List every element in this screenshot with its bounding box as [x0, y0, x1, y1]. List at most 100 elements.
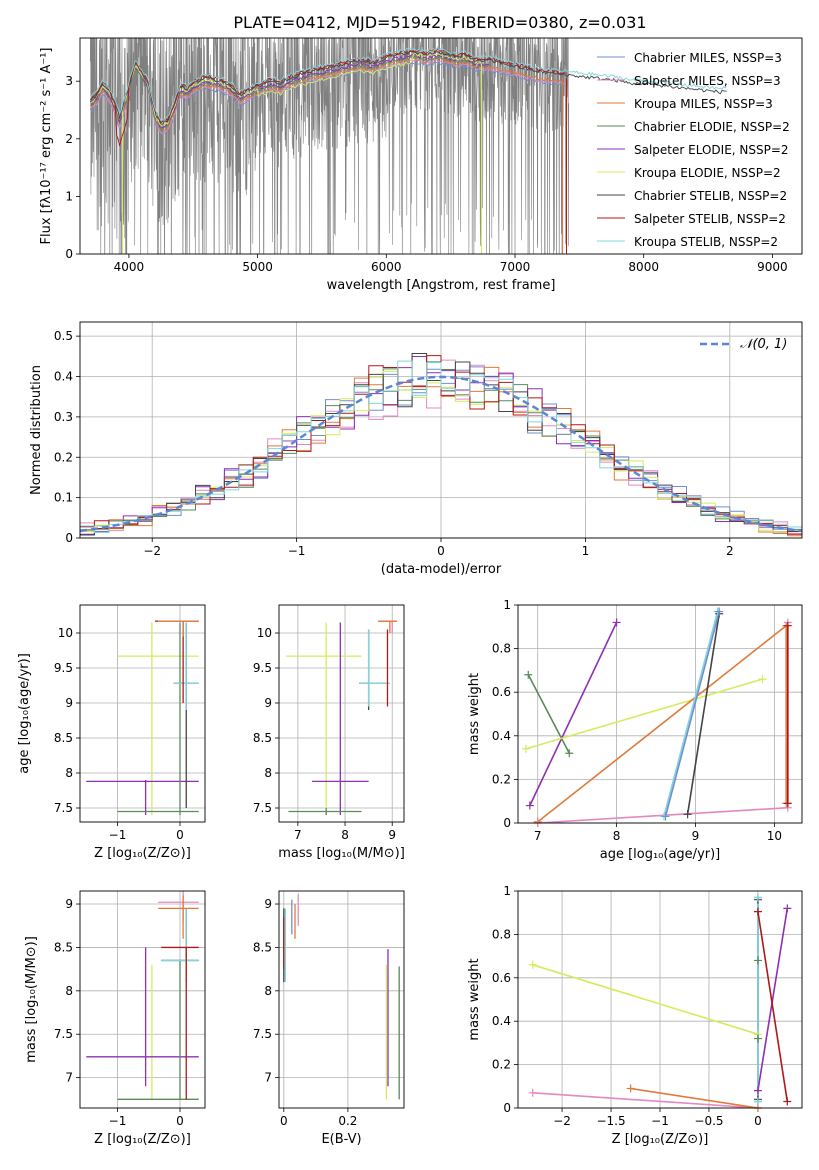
y-tick-label: 9.5 [54, 661, 73, 675]
weight-line-chabrier-elodie [527, 674, 571, 754]
x-tick-label: 0 [280, 1114, 288, 1128]
x-tick-label: 6000 [371, 260, 402, 274]
weight-line-salpeter-elodie [757, 908, 789, 1091]
panel-weight-vs-age: 7 8 9 10 0 0.2 0.4 0.6 0.8 1 age [log₁₀(age/yr)] ma… [467, 598, 803, 862]
weight-marker [626, 1084, 635, 1093]
x-axis-label: Z [log₁₀(Z/Z⊙)] [612, 1132, 709, 1147]
y-tick-label: 0.4 [492, 729, 511, 743]
y-tick-label: 0.6 [492, 685, 511, 699]
weight-marker [753, 893, 762, 902]
x-tick-label: 0 [437, 544, 445, 558]
panel-weight-vs-Z: −2 −1.5 −1 −0.5 0 0 0.2 0.4 0.6 0.8 1 Z [log₁₀(Z/Z⊙… [467, 884, 803, 1147]
y-tick-label: 8.5 [54, 940, 73, 954]
weight-marker [753, 1034, 762, 1043]
x-tick-label: 2 [726, 544, 734, 558]
weight-marker [612, 618, 621, 627]
y-tick-label: 1 [503, 884, 511, 898]
model-line-kroupa-elodie [90, 52, 482, 127]
legend-label: Chabrier ELODIE, NSSP=2 [634, 120, 790, 134]
normal-curve [80, 375, 802, 533]
legend-label: 𝒩(0, 1) [740, 337, 787, 352]
data-spectrum-line [90, 38, 570, 254]
weight-line-kroupa-miles [537, 624, 787, 823]
y-tick-label: 10 [58, 626, 73, 640]
weight-marker [661, 812, 670, 821]
y-tick-label: 8.5 [253, 940, 272, 954]
y-tick-label: 0.2 [492, 772, 511, 786]
weight-line-chabrier-stelib [686, 613, 720, 815]
axes-frame [517, 604, 803, 824]
legend-label: Salpeter ELODIE, NSSP=2 [634, 143, 789, 157]
weight-marker [524, 670, 533, 679]
plot-area [532, 897, 789, 1108]
y-tick-label: 0 [503, 1101, 511, 1115]
legend: 𝒩(0, 1) [700, 337, 787, 352]
x-tick-label: 0 [176, 1114, 184, 1128]
axes-frame [278, 604, 405, 823]
y-axis-label: Normed distribution [29, 365, 44, 495]
y-tick-label: 0.8 [492, 927, 511, 941]
x-tick-label: −1 [288, 544, 306, 558]
x-tick-label: 7 [534, 829, 542, 843]
weight-marker [528, 960, 537, 969]
x-tick-label: 5000 [242, 260, 273, 274]
axes-frame [79, 37, 803, 255]
weight-line-kroupa-miles [630, 1087, 759, 1108]
y-tick-label: 9 [264, 897, 272, 911]
panel-mass-vs-Z: −1 0 7 7.5 8 8.5 9 Z [log₁₀(Z/Z⊙)] mass [log₁₀(M… [24, 890, 206, 1147]
weight-marker [753, 1086, 762, 1095]
x-tick-label: 8 [613, 829, 621, 843]
legend-label: Kroupa MILES, NSSP=3 [634, 97, 773, 111]
weight-marker [753, 1097, 762, 1106]
axes-frame [79, 321, 803, 539]
weight-marker [783, 621, 792, 630]
panel-mass-vs-EBV: 0 0.2 7 7.5 8 8.5 9 E(B-V) [253, 890, 405, 1147]
x-tick-label: 10 [767, 829, 782, 843]
x-tick-label: 9000 [757, 260, 788, 274]
x-tick-label: −1.5 [596, 1114, 625, 1128]
weight-marker [753, 956, 762, 965]
legend: Chabrier MILES, NSSP=3 Salpeter MILES, NS… [597, 51, 790, 249]
axes-frame [278, 890, 405, 1109]
hist-step-kroupa-stelib [80, 360, 802, 533]
x-tick-label: 8 [341, 828, 349, 842]
x-tick-label: 0 [176, 828, 184, 842]
x-axis-label: Z [log₁₀(Z/Z⊙)] [94, 1132, 191, 1147]
weight-marker [565, 749, 574, 758]
y-tick-label: 1 [503, 598, 511, 612]
axes-frame [79, 890, 206, 1109]
legend-label: Chabrier STELIB, NSSP=2 [634, 189, 787, 203]
x-tick-label: 0.2 [338, 1114, 357, 1128]
y-tick-label: 2 [65, 132, 73, 146]
x-axis-label: wavelength [Angstrom, rest frame] [327, 278, 556, 293]
y-tick-label: 10 [257, 626, 272, 640]
x-tick-label: 9 [692, 829, 700, 843]
y-tick-label: 8 [264, 766, 272, 780]
x-tick-label: 1 [582, 544, 590, 558]
weight-marker [521, 744, 530, 753]
weight-marker [783, 904, 792, 913]
plot-area [86, 891, 199, 1100]
weight-line-kroupa-elodie [532, 964, 759, 1035]
weight-marker [715, 607, 724, 616]
model-line-chabrier-elodie [90, 55, 490, 130]
weight-marker [683, 810, 692, 819]
y-tick-label: 0.4 [54, 370, 73, 384]
x-tick-label: 9 [388, 828, 396, 842]
y-tick-label: 8 [264, 984, 272, 998]
y-tick-label: 7 [264, 1071, 272, 1085]
x-tick-label: −2 [143, 544, 161, 558]
y-tick-label: 0.1 [54, 491, 73, 505]
x-axis-label: E(B-V) [321, 1132, 361, 1147]
y-tick-label: 0.2 [492, 1058, 511, 1072]
x-tick-label: 7000 [500, 260, 531, 274]
weight-marker [758, 675, 767, 684]
weight-line-kroupa-elodie [525, 678, 763, 750]
model-line-kroupa-stelib [89, 45, 727, 122]
weight-line-salpeter-stelib [757, 911, 789, 1102]
panel-spectrum: 4000 5000 6000 7000 8000 9000 0 1 2 3 wavelength [… [39, 37, 803, 293]
figure-title: PLATE=0412, MJD=51942, FIBERID=0380, z=0… [233, 13, 646, 32]
x-axis-label: age [log₁₀(age/yr)] [600, 847, 721, 862]
